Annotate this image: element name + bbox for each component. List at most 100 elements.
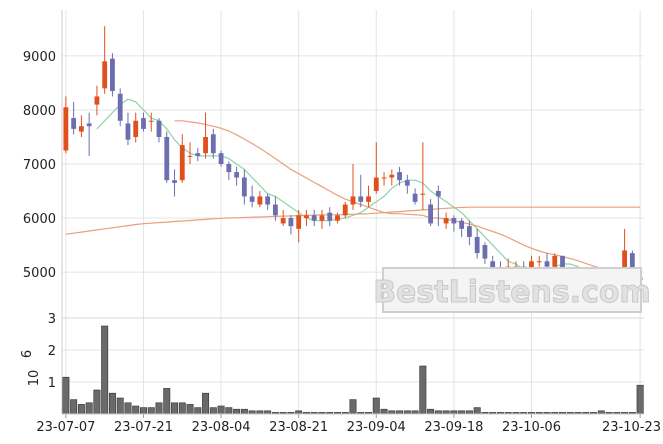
volume-bar: [473, 407, 481, 415]
candle-body: [288, 218, 294, 227]
volume-exponent-power: 6: [20, 350, 35, 358]
candle-body: [373, 177, 379, 192]
volume-bar: [62, 376, 70, 415]
candle-body: [482, 245, 488, 259]
volume-bar: [233, 408, 241, 415]
volume-bar: [349, 399, 357, 415]
x-tick-label: 23-08-04: [192, 420, 251, 435]
candle-body: [71, 118, 77, 129]
watermark: BestListens.com: [373, 267, 651, 313]
candle-body: [536, 261, 542, 263]
x-tick-label: 23-09-18: [424, 420, 483, 435]
candle-body: [148, 120, 154, 122]
candle-body: [443, 218, 449, 224]
candle-body: [203, 136, 208, 154]
volume-tick-label: 2: [48, 344, 56, 359]
candle-body: [133, 120, 139, 137]
price-tick-label: 8000: [23, 104, 56, 119]
candle-body: [358, 196, 364, 202]
x-tick-label: 23-10-23: [602, 420, 661, 435]
volume-bar: [77, 404, 85, 415]
candle-body: [86, 123, 92, 127]
candle-body: [319, 215, 325, 221]
price-tick-label: 5000: [23, 266, 56, 281]
volume-bar: [202, 392, 210, 415]
candle-body: [327, 212, 333, 221]
volume-bar: [240, 408, 248, 415]
candle-body: [451, 218, 457, 224]
candle-body: [381, 177, 387, 179]
candle-body: [257, 196, 263, 205]
volume-axis-ticks: 1 2 3: [48, 312, 56, 391]
volume-bar: [93, 389, 101, 415]
candle-body: [311, 215, 317, 221]
candle-body: [350, 196, 356, 205]
volume-bar: [217, 405, 225, 415]
candle-body: [404, 180, 410, 186]
candle-body: [63, 107, 69, 151]
candle-body: [389, 174, 395, 178]
candle-body: [412, 193, 418, 202]
volume-bar: [171, 402, 179, 415]
volume-bar: [225, 407, 233, 415]
candle-body: [172, 180, 177, 183]
volume-bar: [636, 384, 644, 415]
candle-body: [304, 215, 309, 219]
candle-body: [265, 196, 271, 205]
price-tick-label: 6000: [23, 212, 56, 227]
date-axis-ticks: 23-07-07 23-07-21 23-08-04 23-08-21 23-09-04…: [36, 414, 661, 435]
volume-bar: [70, 399, 78, 415]
candlesticks: [63, 26, 643, 305]
volume-bar: [194, 407, 202, 415]
candle-body: [296, 215, 302, 229]
volume-bar: [186, 404, 194, 415]
candle-body: [420, 193, 426, 195]
candle-body: [78, 126, 84, 132]
candle-body: [179, 145, 185, 181]
x-tick-label: 23-08-21: [269, 420, 328, 435]
candle-body: [195, 153, 201, 156]
volume-tick-label: 1: [48, 376, 56, 391]
candle-body: [249, 196, 255, 202]
candle-body: [210, 134, 216, 154]
moving-average-ma_long: [65, 206, 641, 235]
price-tick-label: 7000: [23, 158, 56, 173]
candle-body: [342, 204, 348, 216]
candle-body: [102, 61, 108, 89]
price-axis-ticks: 5000 6000 7000 8000 9000: [23, 50, 56, 281]
volume-bar: [108, 392, 116, 415]
candle-body: [490, 261, 496, 270]
volume-bar: [147, 407, 155, 415]
candle-body: [459, 220, 465, 229]
candle-body: [435, 191, 441, 197]
x-tick-label: 23-10-06: [502, 420, 561, 435]
candle-body: [544, 261, 550, 267]
candle-body: [226, 164, 232, 173]
volume-bars: [62, 325, 644, 415]
volume-tick-label: 3: [48, 312, 56, 327]
x-tick-label: 23-09-04: [347, 420, 406, 435]
volume-bar: [178, 402, 186, 415]
candle-body: [141, 118, 146, 129]
candle-body: [366, 196, 371, 202]
volume-exponent-base: 10: [27, 370, 42, 387]
candle-body: [428, 204, 434, 224]
volume-bar: [372, 397, 380, 415]
volume-bar: [427, 408, 435, 415]
candle-body: [272, 204, 278, 216]
candle-body: [280, 218, 286, 224]
candle-body: [552, 255, 558, 267]
candle-body: [234, 172, 240, 178]
candle-body: [529, 261, 534, 273]
watermark-text: BestListens.com: [373, 275, 651, 310]
candle-body: [156, 120, 162, 137]
candle-body: [397, 172, 402, 181]
volume-bar: [101, 325, 109, 415]
candle-body: [125, 123, 131, 140]
price-tick-label: 9000: [23, 50, 56, 65]
volume-bar: [139, 407, 147, 415]
volume-bar: [85, 402, 93, 415]
candle-body: [94, 96, 100, 105]
volume-bar: [380, 408, 388, 415]
